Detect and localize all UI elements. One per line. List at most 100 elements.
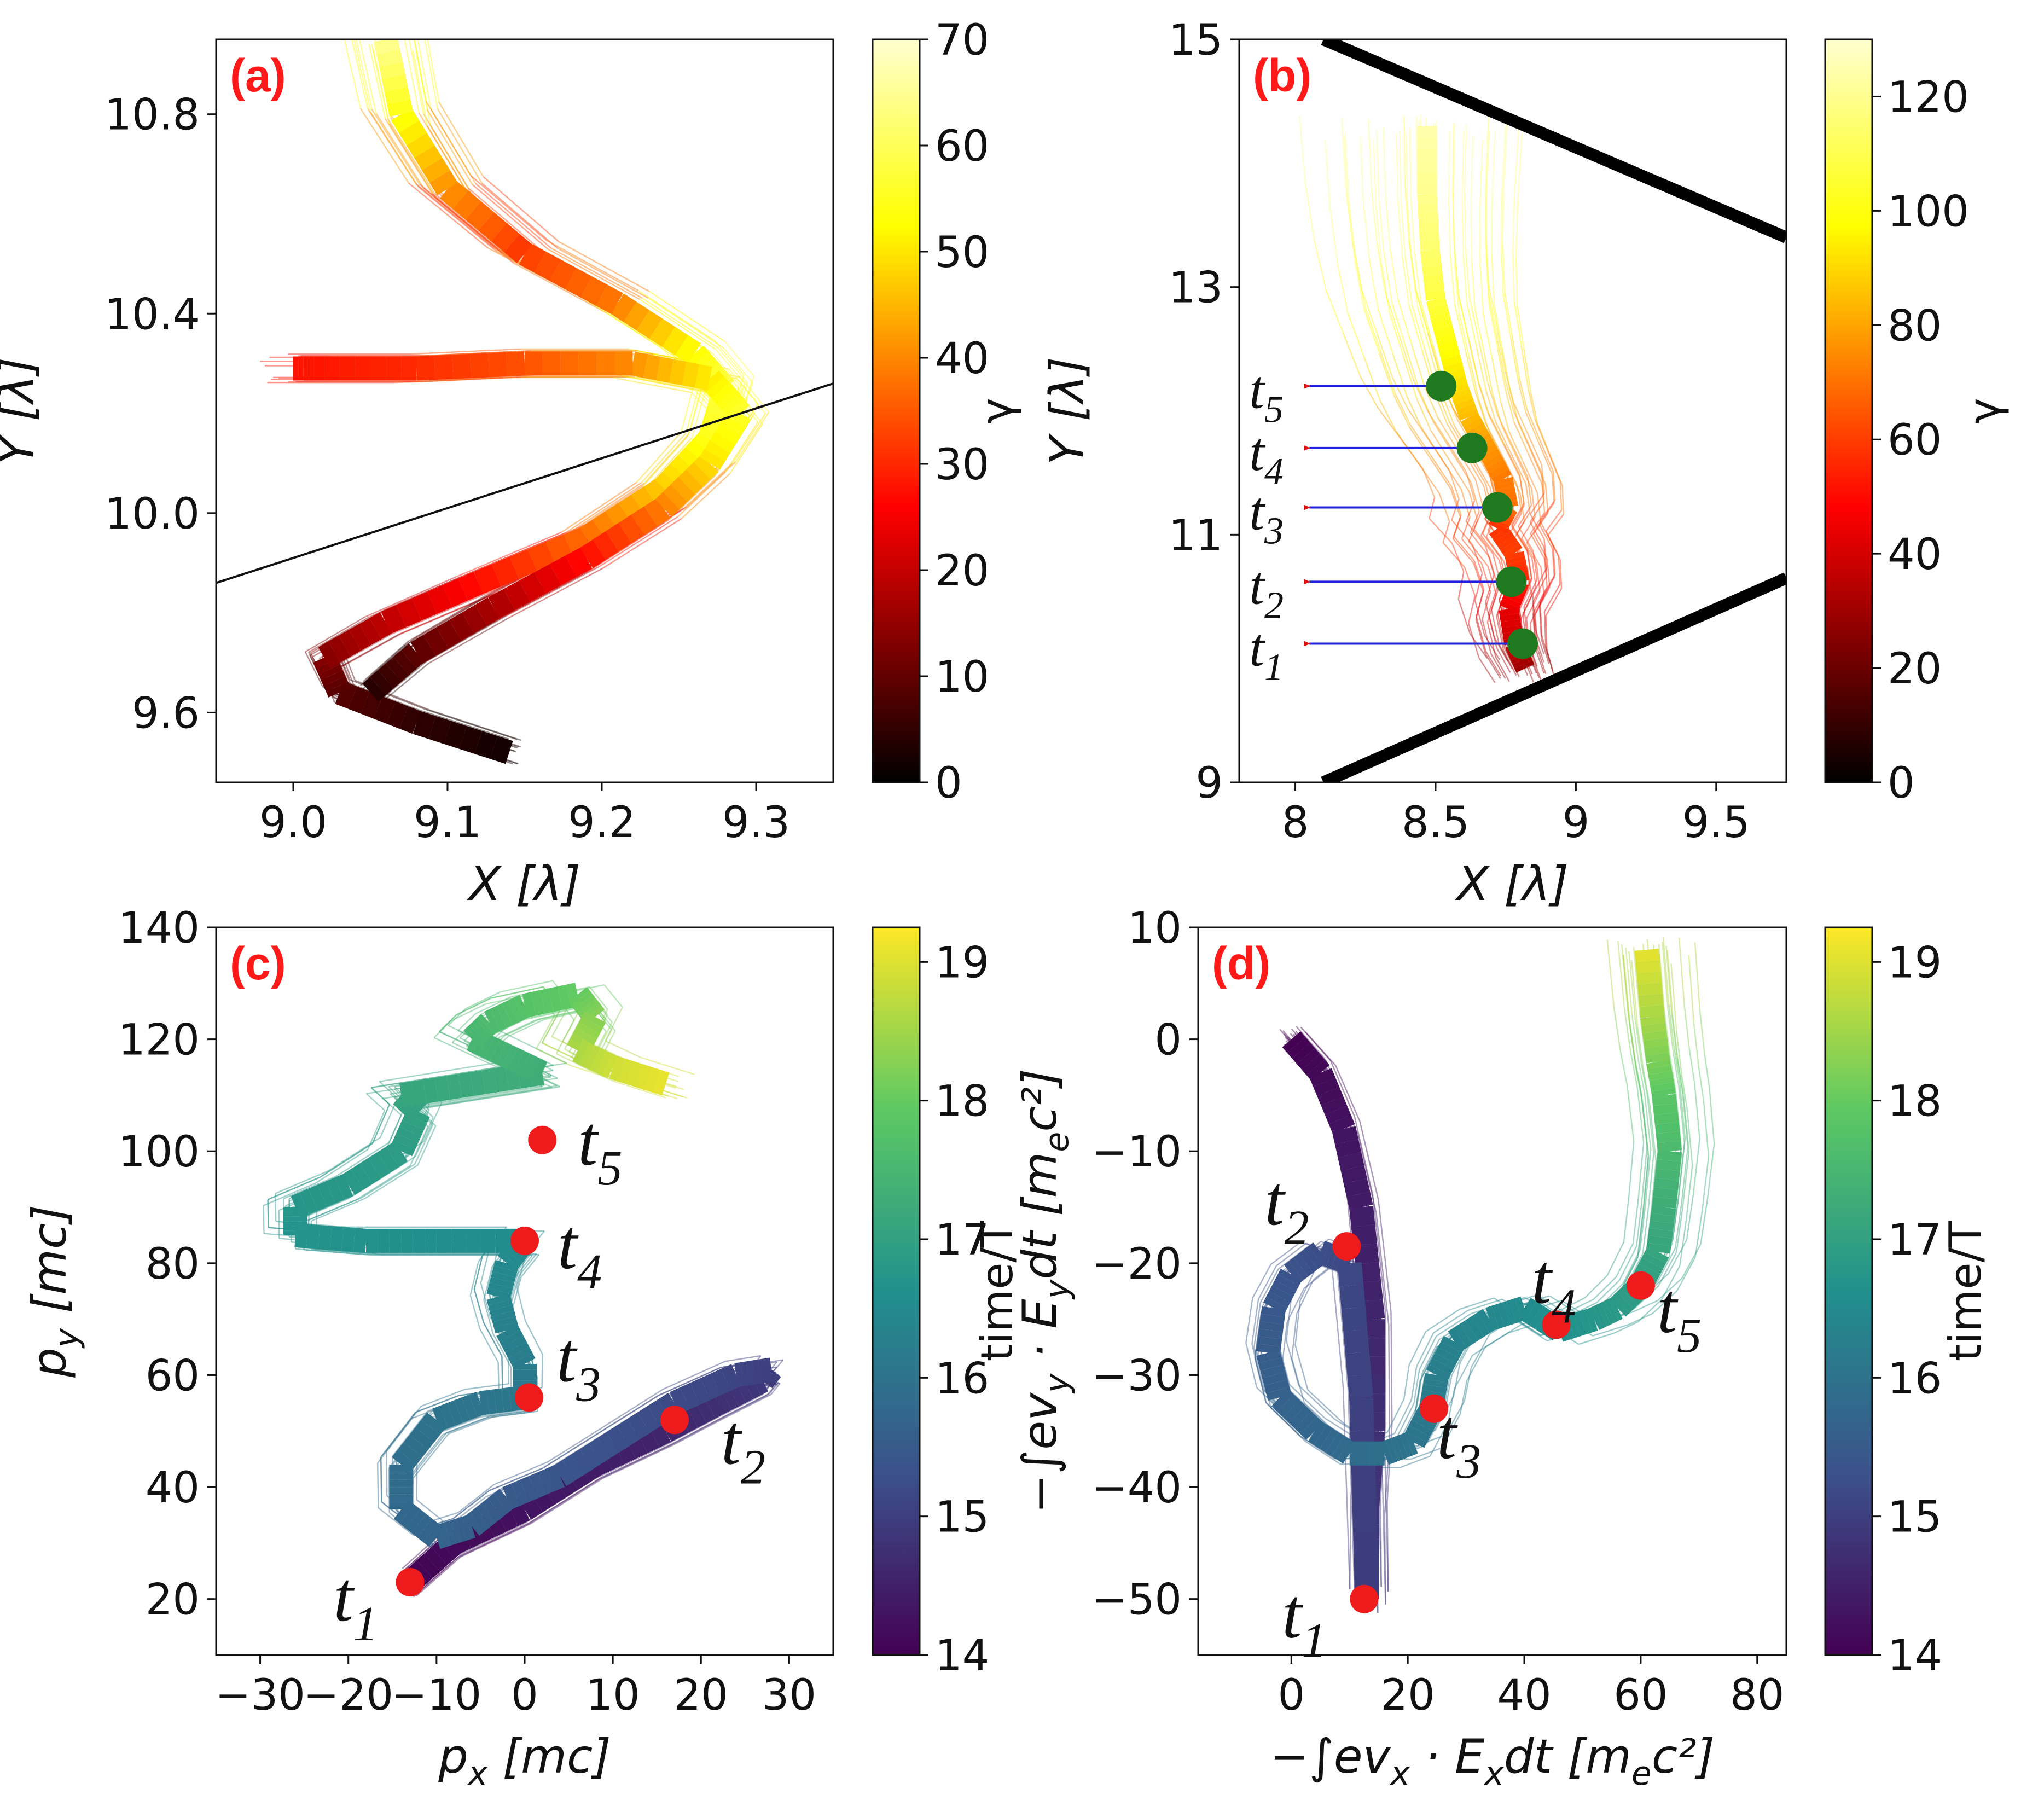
thin-trajectory-segment: [295, 1248, 367, 1256]
thin-trajectory-segment: [1685, 1165, 1693, 1222]
thin-trajectory-segment: [1519, 474, 1525, 504]
thin-trajectory-segment: [1468, 338, 1479, 382]
trajectory-point: [1259, 1321, 1284, 1332]
trajectory-point: [413, 711, 436, 739]
thin-trajectory-segment: [638, 290, 715, 341]
trajectory-point: [1260, 1364, 1286, 1378]
trajectory-point: [1300, 1416, 1323, 1440]
trajectory-point: [1287, 1037, 1310, 1059]
thin-trajectory-segment: [1468, 623, 1480, 658]
thin-trajectory-segment: [441, 1064, 512, 1077]
trajectory-point: [487, 1493, 509, 1517]
thin-trajectory-segment: [1474, 309, 1485, 353]
thin-trajectory-segment: [1375, 1212, 1390, 1325]
trajectory-point: [439, 1403, 456, 1428]
thin-trajectory-segment: [1634, 1056, 1642, 1090]
trajectory-point: [465, 201, 494, 231]
trajectory-point: [662, 327, 688, 356]
thin-trajectory-segment: [1393, 1399, 1412, 1434]
trajectory-point: [1346, 1191, 1373, 1210]
thin-trajectory-segment: [344, 39, 361, 109]
thin-trajectory-segment: [1531, 488, 1536, 518]
thin-trajectory-segment: [1652, 1290, 1677, 1314]
trajectory-point: [1465, 1316, 1484, 1341]
thin-trajectory-segment: [1529, 514, 1545, 539]
thin-trajectory-segment: [567, 485, 644, 537]
thin-trajectory-segment: [599, 516, 678, 567]
trajectory-point: [462, 1514, 475, 1540]
thin-trajectory-segment: [1398, 131, 1402, 199]
thin-trajectory-segment: [432, 193, 511, 259]
trajectory-point: [644, 1067, 661, 1093]
thin-trajectory-segment: [1470, 511, 1480, 533]
trajectory-point: [700, 1373, 721, 1401]
trajectory-point: [534, 564, 561, 594]
trajectory-point: [545, 534, 573, 565]
trajectory-point: [433, 1524, 446, 1549]
thin-trajectory-segment: [392, 1410, 428, 1457]
trajectory-point: [1647, 1235, 1673, 1246]
thin-trajectory-segment: [459, 532, 566, 578]
trajectory-point: [580, 276, 608, 306]
x-tick-label: 30: [762, 1671, 816, 1720]
thin-trajectory-segment: [1347, 204, 1356, 260]
trajectory-point: [444, 1520, 458, 1546]
trajectory-point: [1514, 1296, 1528, 1322]
thin-trajectory-segment: [1547, 535, 1561, 561]
thin-trajectory-segment: [1530, 392, 1538, 425]
x-label-sub2: x: [1483, 1755, 1504, 1793]
thin-trajectory-segment: [1286, 1296, 1292, 1341]
trajectory-point: [579, 1002, 602, 1021]
trajectory-point: [1505, 556, 1526, 565]
trajectory-point: [1491, 469, 1512, 484]
thin-trajectory-segment: [359, 108, 410, 184]
thin-trajectory-segment: [1628, 1022, 1636, 1067]
thin-trajectory-segment: [1415, 289, 1429, 334]
trajectory-point: [1495, 531, 1514, 547]
thin-trajectory-segment: [399, 1535, 444, 1576]
thin-trajectory-segment: [1485, 243, 1489, 293]
thin-trajectory-segment: [404, 600, 480, 646]
thin-trajectory-segment: [1485, 602, 1495, 637]
thin-trajectory-segment: [380, 663, 429, 704]
trajectory-point: [564, 527, 591, 557]
trajectory-point: [1493, 477, 1514, 486]
thin-trajectory-segment: [1473, 528, 1494, 554]
thin-trajectory-segment: [1637, 1142, 1645, 1199]
thin-trajectory-segment: [1288, 1389, 1325, 1424]
trajectory-point: [1293, 1253, 1314, 1277]
trajectory-point: [470, 353, 490, 378]
trajectory-point: [1512, 656, 1533, 669]
thin-trajectory-segment: [1643, 1072, 1651, 1106]
time-marker-t4: [1542, 1310, 1571, 1339]
colorbar-tick-label: 120: [1888, 73, 1969, 122]
trajectory-point: [1288, 1406, 1311, 1429]
trajectory-point: [1471, 1312, 1490, 1337]
trajectory-point: [318, 664, 343, 680]
time-marker-t3: [515, 1383, 544, 1412]
trajectory-point: [1466, 422, 1486, 438]
trajectory-point: [648, 1420, 671, 1448]
thin-trajectory-segment: [606, 312, 686, 364]
trajectory-point: [408, 1100, 427, 1121]
thin-trajectory-segment: [359, 645, 405, 686]
thin-trajectory-segment: [1485, 651, 1502, 677]
thin-trajectory-segment: [1379, 350, 1396, 394]
panel-label: (a): [230, 50, 286, 101]
thin-trajectory-segment: [1453, 1363, 1461, 1397]
thin-trajectory-segment: [724, 341, 754, 377]
trajectory-point: [1321, 1242, 1335, 1267]
time-label-t2: t2: [1249, 555, 1284, 626]
thin-trajectory-segment: [1386, 1502, 1389, 1592]
thin-trajectory-segment: [1410, 195, 1415, 252]
trajectory-point: [1430, 311, 1451, 324]
thin-trajectory-segment: [531, 1046, 567, 1064]
trajectory-point: [720, 1385, 739, 1410]
trajectory-point: [1529, 1305, 1548, 1329]
colorbar-tick-label: 100: [1888, 187, 1969, 236]
thin-trajectory-segment: [672, 1416, 727, 1446]
thin-trajectory-segment: [1464, 191, 1467, 248]
thin-trajectory-segment: [1368, 260, 1379, 310]
trajectory-point: [1492, 527, 1511, 543]
